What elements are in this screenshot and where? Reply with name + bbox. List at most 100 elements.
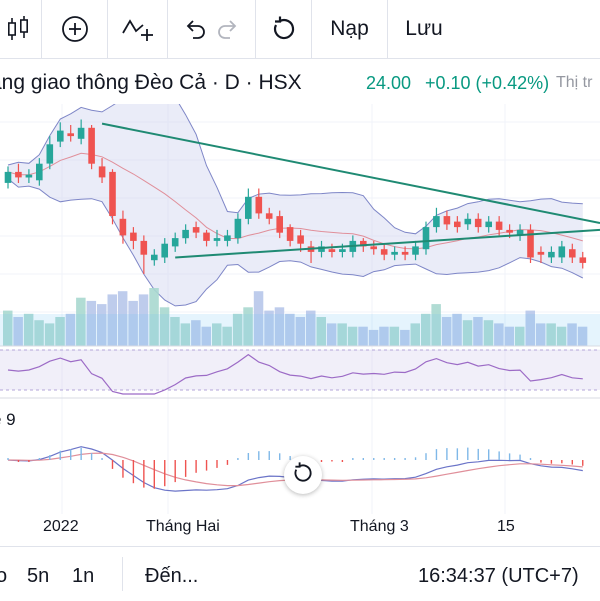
range-partial-button[interactable]: o bbox=[0, 565, 8, 587]
candle-body bbox=[401, 251, 409, 255]
clock[interactable]: 16:34:37 (UTC+7) bbox=[418, 565, 579, 587]
candle-body bbox=[391, 251, 398, 255]
volume-bar bbox=[55, 317, 65, 346]
volume-bar bbox=[389, 326, 400, 346]
undo-icon[interactable] bbox=[183, 18, 207, 40]
candle-body bbox=[485, 221, 492, 228]
candle-body bbox=[474, 218, 482, 228]
reset-icon bbox=[292, 461, 314, 489]
candle-body bbox=[265, 213, 273, 219]
candle-body bbox=[213, 238, 221, 241]
volume-bar bbox=[462, 320, 473, 346]
candle-body bbox=[527, 229, 534, 258]
volume-bar bbox=[326, 323, 337, 346]
volume-bar bbox=[504, 326, 515, 346]
candle-body bbox=[464, 218, 472, 225]
add-indicator-icon bbox=[61, 15, 89, 43]
drawing-tools-button[interactable] bbox=[108, 0, 168, 58]
volume-bar bbox=[452, 313, 462, 346]
price-chart[interactable] bbox=[0, 104, 600, 546]
divider bbox=[122, 557, 123, 591]
candle-body bbox=[339, 249, 346, 252]
candle-body bbox=[433, 216, 440, 228]
reset-chart-button[interactable] bbox=[284, 456, 322, 494]
candle-body bbox=[182, 229, 189, 239]
candle-body bbox=[25, 174, 33, 178]
candle-body bbox=[234, 218, 242, 239]
volume-bar bbox=[222, 326, 232, 346]
candle-body bbox=[4, 171, 12, 183]
volume-bar bbox=[577, 326, 588, 346]
volume-bar bbox=[170, 317, 180, 346]
volume-bar bbox=[180, 323, 191, 346]
volume-bar bbox=[159, 307, 170, 346]
candle-body bbox=[412, 246, 419, 255]
volume-bar bbox=[347, 326, 358, 346]
volume-bar bbox=[212, 323, 222, 346]
volume-bar bbox=[441, 317, 452, 346]
candle-body bbox=[140, 240, 148, 255]
volume-bar bbox=[567, 323, 577, 346]
candle-body bbox=[255, 196, 263, 214]
candle-body bbox=[318, 246, 325, 252]
candle-body bbox=[579, 257, 587, 263]
resistance-trendline bbox=[101, 122, 600, 224]
support-trendline bbox=[175, 228, 600, 259]
volume-bar bbox=[232, 313, 243, 346]
candle-body bbox=[130, 232, 137, 241]
candle-body bbox=[569, 249, 576, 258]
history-controls bbox=[168, 0, 256, 58]
save-layout-button[interactable]: Lưu bbox=[405, 17, 443, 40]
symbol-change: +0.10 (+0.42%) bbox=[425, 73, 550, 93]
volume-bar bbox=[295, 317, 306, 346]
volume-bar bbox=[535, 323, 546, 346]
volume-bar bbox=[44, 323, 55, 346]
volume-bar bbox=[368, 329, 379, 346]
volume-bar bbox=[23, 313, 34, 346]
x-axis-label-february: Tháng Hai bbox=[146, 518, 220, 535]
indicator-label[interactable]: e 9 bbox=[0, 410, 16, 429]
candle-body bbox=[286, 227, 294, 241]
volume-bar bbox=[494, 323, 504, 346]
candle-body bbox=[15, 171, 22, 178]
volume-bar bbox=[34, 320, 44, 346]
reload-button[interactable] bbox=[256, 0, 312, 58]
volume-bar bbox=[149, 288, 159, 346]
candle-body bbox=[88, 127, 95, 164]
rsi-line bbox=[7, 353, 583, 395]
candle-body bbox=[328, 249, 336, 252]
candle-body bbox=[98, 166, 106, 178]
candle-body bbox=[245, 196, 252, 219]
x-axis-label-2022: 2022 bbox=[43, 518, 79, 535]
volume-bar bbox=[410, 323, 420, 346]
range-1y-button[interactable]: 1n bbox=[72, 565, 95, 587]
candle-body bbox=[548, 251, 555, 258]
volume-bar bbox=[117, 291, 128, 346]
bottom-bar: o 5n 1n Đến... 16:34:37 (UTC+7) bbox=[0, 546, 600, 601]
range-5y-button[interactable]: 5n bbox=[27, 565, 50, 587]
candle-body bbox=[537, 251, 545, 255]
candle-body bbox=[109, 171, 116, 216]
volume-bar bbox=[128, 300, 138, 346]
volume-bars bbox=[0, 288, 600, 346]
chart-type-button[interactable] bbox=[0, 0, 42, 58]
symbol-name[interactable]: ăng giao thông Đèo Cả · D · HSX bbox=[0, 71, 302, 94]
candle-body bbox=[516, 229, 524, 236]
volume-bar bbox=[358, 326, 368, 346]
redo-icon[interactable] bbox=[216, 18, 240, 40]
volume-bar bbox=[253, 291, 264, 346]
candle-body bbox=[422, 227, 430, 250]
volume-bar bbox=[3, 310, 13, 346]
moving-average-line bbox=[7, 152, 583, 250]
go-to-date-button[interactable]: Đến... bbox=[145, 565, 199, 587]
volume-bar bbox=[285, 313, 295, 346]
volume-bar bbox=[483, 320, 494, 346]
volume-bar bbox=[316, 317, 326, 346]
symbol-price: 24.00 bbox=[366, 73, 412, 93]
rsi-pane bbox=[0, 345, 600, 399]
add-indicator-button[interactable] bbox=[42, 0, 108, 58]
volume-bar bbox=[515, 326, 525, 346]
load-layout-button[interactable]: Nạp bbox=[312, 0, 388, 58]
volume-bar bbox=[525, 310, 535, 346]
candle-body bbox=[57, 130, 64, 142]
